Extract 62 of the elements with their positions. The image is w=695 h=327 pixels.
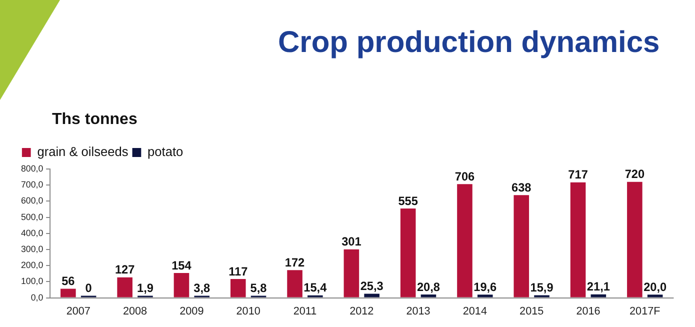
y-tick-label: 700,0 xyxy=(20,180,44,190)
y-tick-label: 200,0 xyxy=(20,260,44,270)
data-label: 117 xyxy=(228,264,248,278)
y-tick-label: 800,0 xyxy=(20,163,44,174)
data-label: 154 xyxy=(172,258,192,272)
bar xyxy=(400,208,416,298)
data-label: 127 xyxy=(114,262,136,277)
bar xyxy=(344,249,360,298)
x-tick-label: 2007 xyxy=(66,305,90,318)
data-label: 638 xyxy=(512,180,532,194)
bar xyxy=(420,294,436,298)
bar xyxy=(60,288,76,298)
data-label: 20,8 xyxy=(416,280,440,294)
x-tick-label: 2010 xyxy=(236,305,260,318)
bar xyxy=(457,184,472,298)
data-label: 555 xyxy=(398,194,418,208)
data-label: 25,3 xyxy=(360,278,384,294)
data-label: 5,8 xyxy=(250,281,268,296)
y-tick-label: 400,0 xyxy=(20,228,44,238)
bar xyxy=(570,182,586,298)
data-label: 15,4 xyxy=(304,280,328,295)
x-tick-label: 2008 xyxy=(122,305,148,318)
y-tick-label: 600,0 xyxy=(20,196,44,206)
data-label: 301 xyxy=(342,234,362,249)
bar xyxy=(364,294,380,298)
x-tick-label: 2009 xyxy=(180,305,204,318)
data-label: 21,1 xyxy=(586,280,610,294)
bar xyxy=(174,273,190,298)
bar xyxy=(590,294,606,298)
x-tick-label: 2013 xyxy=(406,305,430,318)
x-tick-label: 2015 xyxy=(520,305,544,318)
data-label: 172 xyxy=(284,255,306,270)
data-label: 717 xyxy=(568,168,588,182)
bar xyxy=(627,182,642,298)
data-label: 1,9 xyxy=(136,281,154,296)
data-label: 3,8 xyxy=(194,281,210,296)
y-axis-title: Ths tonnes xyxy=(52,111,138,129)
bar xyxy=(647,294,663,298)
chart-title: Crop production dynamics xyxy=(278,26,660,60)
x-tick-label: 2014 xyxy=(462,305,487,318)
x-tick-label: 2017F xyxy=(630,305,661,318)
x-tick-label: 2012 xyxy=(350,305,374,318)
bar xyxy=(477,294,493,298)
data-label: 19,6 xyxy=(474,280,497,294)
bar xyxy=(117,277,132,298)
y-tick-label: 0,0 xyxy=(30,292,44,302)
y-tick-label: 300,0 xyxy=(20,244,44,254)
bar xyxy=(287,270,302,298)
y-tick-label: 500,0 xyxy=(20,212,44,222)
bar xyxy=(514,195,530,298)
data-label: 0 xyxy=(85,281,92,296)
y-tick-label: 100,0 xyxy=(20,276,44,286)
data-label: 56 xyxy=(62,274,76,288)
data-label: 706 xyxy=(454,169,475,184)
bar xyxy=(230,278,246,298)
data-label: 20,0 xyxy=(644,280,667,294)
legend-label: potato xyxy=(148,144,184,160)
x-tick-label: 2016 xyxy=(576,305,600,318)
legend-label: grain & oilseeds xyxy=(37,144,128,160)
data-label: 15,9 xyxy=(530,280,554,295)
data-label: 720 xyxy=(624,167,645,182)
x-tick-label: 2011 xyxy=(293,305,317,318)
